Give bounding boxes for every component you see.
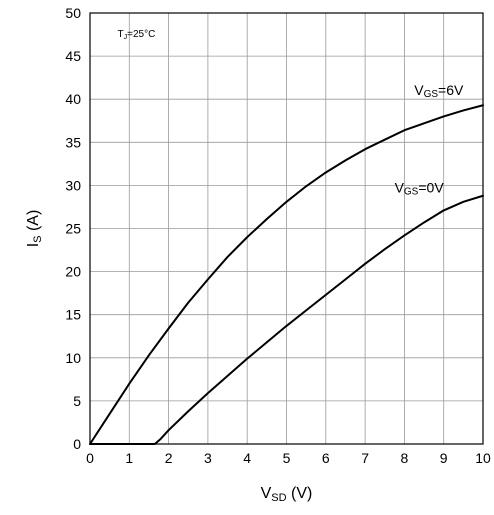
annotation-rest: =25°C: [127, 29, 155, 40]
series-label-rest: =6V: [438, 82, 464, 98]
y-axis-label-main: I: [25, 243, 42, 247]
y-tick-label: 50: [65, 5, 81, 21]
series-line-vgs-6v: [89, 104, 484, 445]
series-label-main: V: [414, 82, 424, 98]
y-axis-label: IS (A): [25, 210, 44, 248]
series-label-vgs-0v: VGS=0V: [395, 179, 445, 197]
series-label-vgs-6v: VGS=6V: [414, 82, 464, 100]
y-tick-label: 0: [73, 436, 81, 452]
grid: [89, 12, 484, 445]
x-tick-label: 4: [243, 450, 251, 466]
x-axis-label-main: V: [261, 485, 272, 502]
temperature-annotation: TJ=25°C: [118, 29, 156, 41]
x-axis-label-sub: SD: [271, 492, 286, 504]
annotation-sub: J: [124, 34, 128, 41]
y-tick-label: 5: [73, 393, 81, 409]
x-tick-label: 8: [401, 450, 409, 466]
y-tick-label: 45: [65, 48, 81, 64]
y-tick-label: 20: [65, 264, 81, 280]
y-tick-label: 25: [65, 221, 81, 237]
x-tick-label: 10: [475, 450, 491, 466]
annotation-main: T: [118, 29, 124, 40]
x-tick-label: 0: [86, 450, 94, 466]
series-label-main: V: [395, 179, 405, 195]
y-tick-label: 10: [65, 350, 81, 366]
x-axis-label-unit: (V): [287, 485, 313, 502]
x-tick-label: 1: [125, 450, 133, 466]
series-label-sub: GS: [404, 186, 419, 197]
x-axis-label: VSD (V): [261, 485, 313, 504]
y-axis-label-sub: S: [32, 235, 44, 242]
x-tick-label: 2: [165, 450, 173, 466]
x-tick-label: 5: [283, 450, 291, 466]
y-tick-label: 40: [65, 91, 81, 107]
y-tick-label: 30: [65, 177, 81, 193]
x-tick-label: 9: [440, 450, 448, 466]
plot-frame: [89, 12, 484, 445]
x-tick-label: 7: [361, 450, 369, 466]
series-label-rest: =0V: [418, 179, 444, 195]
y-axis-label-unit: (A): [25, 210, 42, 236]
y-tick-label: 15: [65, 307, 81, 323]
x-tick-label: 6: [322, 450, 330, 466]
series-label-sub: GS: [424, 89, 439, 100]
y-tick-label: 35: [65, 134, 81, 150]
x-tick-label: 3: [204, 450, 212, 466]
